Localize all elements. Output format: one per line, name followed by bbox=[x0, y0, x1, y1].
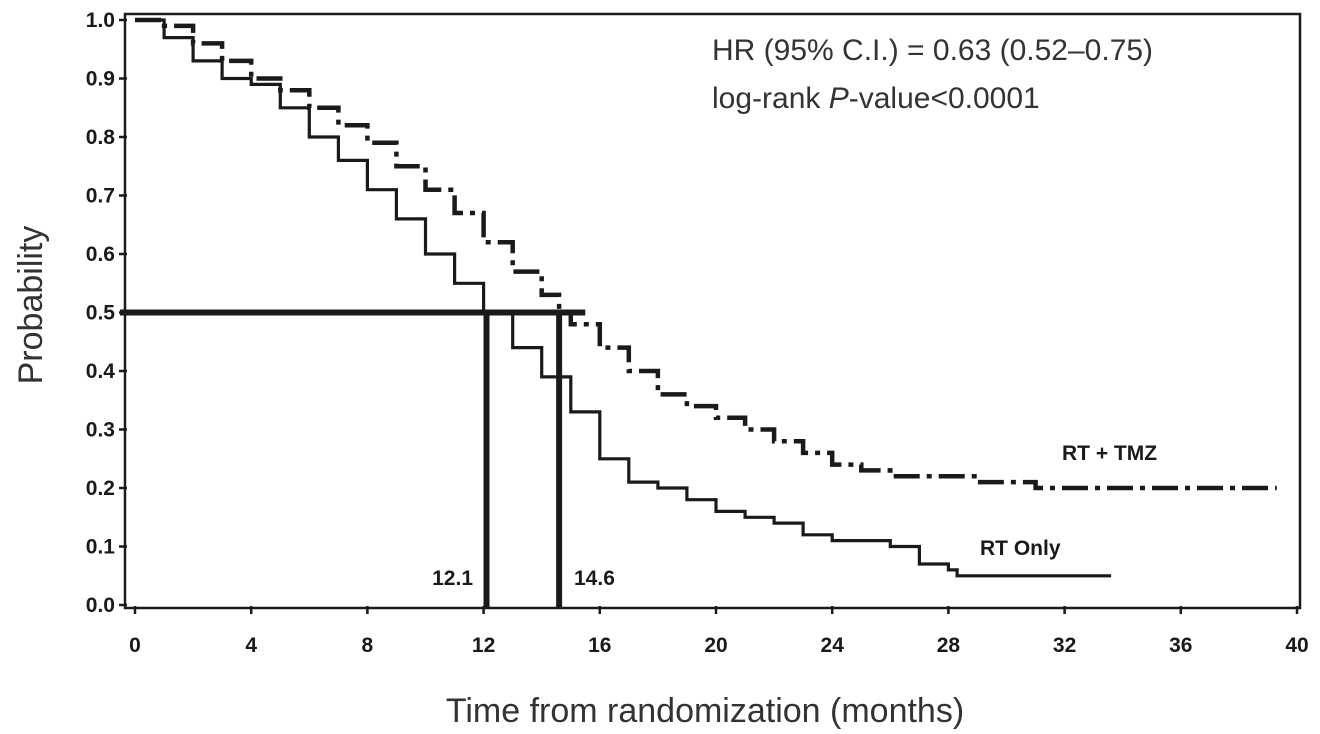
y-axis-title: Probability bbox=[12, 226, 50, 385]
x-tick-label: 40 bbox=[1285, 634, 1308, 657]
x-tick-label: 32 bbox=[1053, 634, 1076, 657]
y-tick-label: 0.2 bbox=[86, 477, 115, 500]
x-tick-label: 36 bbox=[1169, 634, 1192, 657]
logrank-p: P bbox=[829, 82, 849, 115]
logrank-prefix: log-rank bbox=[712, 82, 829, 115]
x-tick-label: 20 bbox=[704, 634, 727, 657]
x-axis: 0 4 8 12 16 20 24 28 32 36 40 bbox=[129, 606, 1309, 657]
y-tick-label: 0.5 bbox=[86, 302, 116, 325]
x-tick-label: 12 bbox=[472, 634, 495, 657]
series-label-rt-only: RT Only bbox=[980, 537, 1061, 560]
y-axis: 0.0 0.1 0.2 0.3 0.4 0.5 0.6 0.7 0.8 0.9 1.0 bbox=[86, 9, 127, 617]
median-label-rt-tmz: 14.6 bbox=[574, 567, 615, 590]
x-tick-label: 24 bbox=[821, 634, 845, 657]
series-label-rt-tmz: RT + TMZ bbox=[1062, 442, 1157, 465]
y-tick-label: 0.6 bbox=[86, 243, 115, 266]
y-tick-label: 0.7 bbox=[86, 185, 115, 208]
x-tick-label: 8 bbox=[362, 634, 374, 657]
x-tick-label: 16 bbox=[588, 634, 611, 657]
x-tick-label: 28 bbox=[937, 634, 961, 657]
logrank-annotation: log-rank P-value<0.0001 bbox=[712, 82, 1040, 115]
hazard-ratio-annotation: HR (95% C.I.) = 0.63 (0.52–0.75) bbox=[712, 34, 1153, 67]
y-tick-label: 0.8 bbox=[86, 126, 116, 149]
median-lines bbox=[120, 309, 586, 608]
logrank-suffix: -value<0.0001 bbox=[849, 82, 1040, 115]
x-tick-label: 0 bbox=[129, 634, 141, 657]
y-tick-label: 1.0 bbox=[86, 9, 115, 32]
x-axis-title: Time from randomization (months) bbox=[446, 692, 964, 730]
y-tick-label: 0.4 bbox=[86, 360, 116, 383]
y-tick-label: 0.0 bbox=[86, 594, 115, 617]
median-label-rt-only: 12.1 bbox=[432, 567, 473, 590]
series-layer bbox=[135, 17, 1277, 578]
series-line-rt-only bbox=[135, 18, 1112, 578]
y-tick-label: 0.9 bbox=[86, 68, 115, 91]
series-line-rt-tmz bbox=[135, 17, 1277, 491]
x-tick-label: 4 bbox=[245, 634, 257, 657]
y-tick-label: 0.3 bbox=[86, 419, 115, 442]
y-tick-label: 0.1 bbox=[86, 536, 116, 559]
